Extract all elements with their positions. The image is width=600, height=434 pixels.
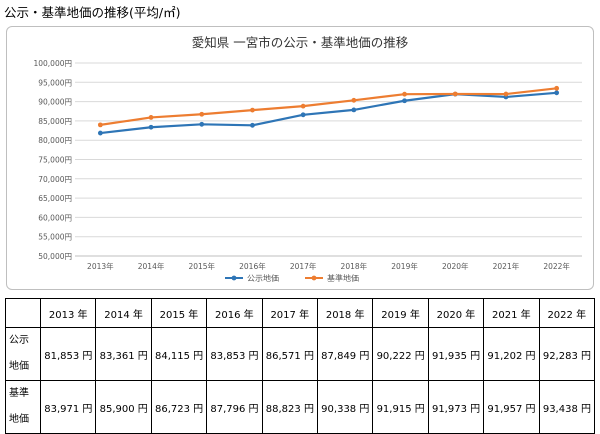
series-line-1 <box>100 91 557 135</box>
data-point <box>402 91 407 97</box>
data-point <box>250 107 255 113</box>
table-header-cell: 2017 年 <box>261 298 318 328</box>
table-cell: 81,853 円 <box>39 327 97 381</box>
x-tick-label: 2016年 <box>239 261 266 271</box>
y-tick-label: 80,000円 <box>38 136 72 145</box>
data-point <box>97 122 103 128</box>
data-point <box>148 115 154 120</box>
data-point <box>148 124 154 130</box>
table-cell: 90,338 円 <box>316 380 374 434</box>
table-row-label: 基準 地価 <box>5 380 41 434</box>
y-tick-label: 60,000円 <box>38 213 72 222</box>
table-cell: 91,935 円 <box>427 327 485 381</box>
legend-marker <box>231 275 237 281</box>
table-cell: 86,723 円 <box>150 380 208 434</box>
table-row-label: 公示 地価 <box>5 327 41 381</box>
y-tick-label: 50,000円 <box>38 252 72 261</box>
row-label-top: 基準 <box>9 388 29 399</box>
data-point <box>199 111 205 117</box>
y-tick-label: 65,000円 <box>38 194 72 203</box>
table-header-cell: 2019 年 <box>372 298 429 328</box>
table-row: 基準 地価 83,971 円 85,900 円 86,723 円 87,796 … <box>5 380 596 434</box>
table-cell: 87,849 円 <box>316 327 374 381</box>
table-header-cell: 2022 年 <box>538 298 596 328</box>
table-header-cell: 2014 年 <box>95 298 152 328</box>
table-header-cell: 2021 年 <box>483 298 540 328</box>
legend-marker <box>311 275 317 281</box>
series-line-2 <box>100 87 557 126</box>
x-tick-label: 2013年 <box>87 261 114 271</box>
data-point <box>554 90 560 96</box>
row-label-top: 公示 <box>9 335 29 346</box>
table-cell: 84,115 円 <box>150 327 208 381</box>
y-tick-label: 100,000円 <box>33 59 72 68</box>
data-point <box>351 97 357 103</box>
data-table: 2013 年 2014 年 2015 年 2016 年 2017 年 2018 … <box>5 298 596 434</box>
x-tick-label: 2015年 <box>188 261 215 271</box>
y-tick-label: 85,000円 <box>38 117 72 126</box>
legend-label: 基準地価 <box>327 273 359 283</box>
table-cell: 91,202 円 <box>483 327 540 381</box>
y-tick-label: 90,000円 <box>38 98 72 107</box>
data-point <box>503 91 509 97</box>
y-tick-label: 55,000円 <box>38 233 72 242</box>
table-cell: 91,957 円 <box>483 380 540 434</box>
table-cell: 90,222 円 <box>372 327 429 381</box>
data-point <box>554 85 560 91</box>
table-cell: 92,283 円 <box>538 327 596 381</box>
data-point <box>300 103 306 109</box>
page-title: 公示・基準地価の推移(平均/㎡) <box>4 5 181 20</box>
table-cell: 87,796 円 <box>206 380 263 434</box>
table-header-cell: 2016 年 <box>206 298 263 328</box>
y-tick-label: 95,000円 <box>38 78 72 87</box>
data-point <box>250 122 255 128</box>
table-header-cell: 2013 年 <box>39 298 97 328</box>
table-cell: 85,900 円 <box>95 380 152 434</box>
table-header-cell: 2020 年 <box>427 298 485 328</box>
data-point <box>452 91 458 97</box>
x-tick-label: 2021年 <box>493 261 520 271</box>
y-tick-label: 70,000円 <box>38 175 72 184</box>
chart-title: 愛知県 一宮市の公示・基準地価の推移 <box>192 35 408 50</box>
data-point <box>97 130 103 136</box>
row-label-bottom: 地価 <box>9 361 29 372</box>
table-cell: 88,823 円 <box>261 380 318 434</box>
x-tick-label: 2017年 <box>290 261 317 271</box>
table-cell: 86,571 円 <box>261 327 318 381</box>
table-cell: 93,438 円 <box>538 380 596 434</box>
legend-label: 公示地価 <box>247 273 279 283</box>
table-cell: 83,361 円 <box>95 327 152 381</box>
y-tick-label: 75,000円 <box>38 156 72 165</box>
table-header-cell: 2018 年 <box>316 298 374 328</box>
x-tick-label: 2022年 <box>543 261 570 271</box>
table-corner-cell <box>5 298 41 328</box>
data-point <box>402 98 407 104</box>
line-chart: 愛知県 一宮市の公示・基準地価の推移 50,000円 55,000円 60,000円 6… <box>6 26 594 290</box>
table-cell: 83,853 円 <box>206 327 263 381</box>
table-header-cell: 2015 年 <box>150 298 208 328</box>
table-cell: 91,915 円 <box>372 380 429 434</box>
x-tick-label: 2018年 <box>341 261 368 271</box>
x-tick-label: 2019年 <box>391 261 418 271</box>
table-header-row: 2013 年 2014 年 2015 年 2016 年 2017 年 2018 … <box>5 298 596 328</box>
data-point <box>300 112 306 118</box>
data-point <box>351 107 357 113</box>
table-row: 公示 地価 81,853 円 83,361 円 84,115 円 83,853 … <box>5 327 596 381</box>
data-point <box>199 121 205 127</box>
table-cell: 91,973 円 <box>427 380 485 434</box>
x-tick-label: 2014年 <box>138 261 165 271</box>
x-tick-label: 2020年 <box>442 261 469 271</box>
chart-canvas: 愛知県 一宮市の公示・基準地価の推移 50,000円 55,000円 60,000円 6… <box>33 35 582 283</box>
row-label-bottom: 地価 <box>9 414 29 425</box>
table-cell: 83,971 円 <box>39 380 97 434</box>
